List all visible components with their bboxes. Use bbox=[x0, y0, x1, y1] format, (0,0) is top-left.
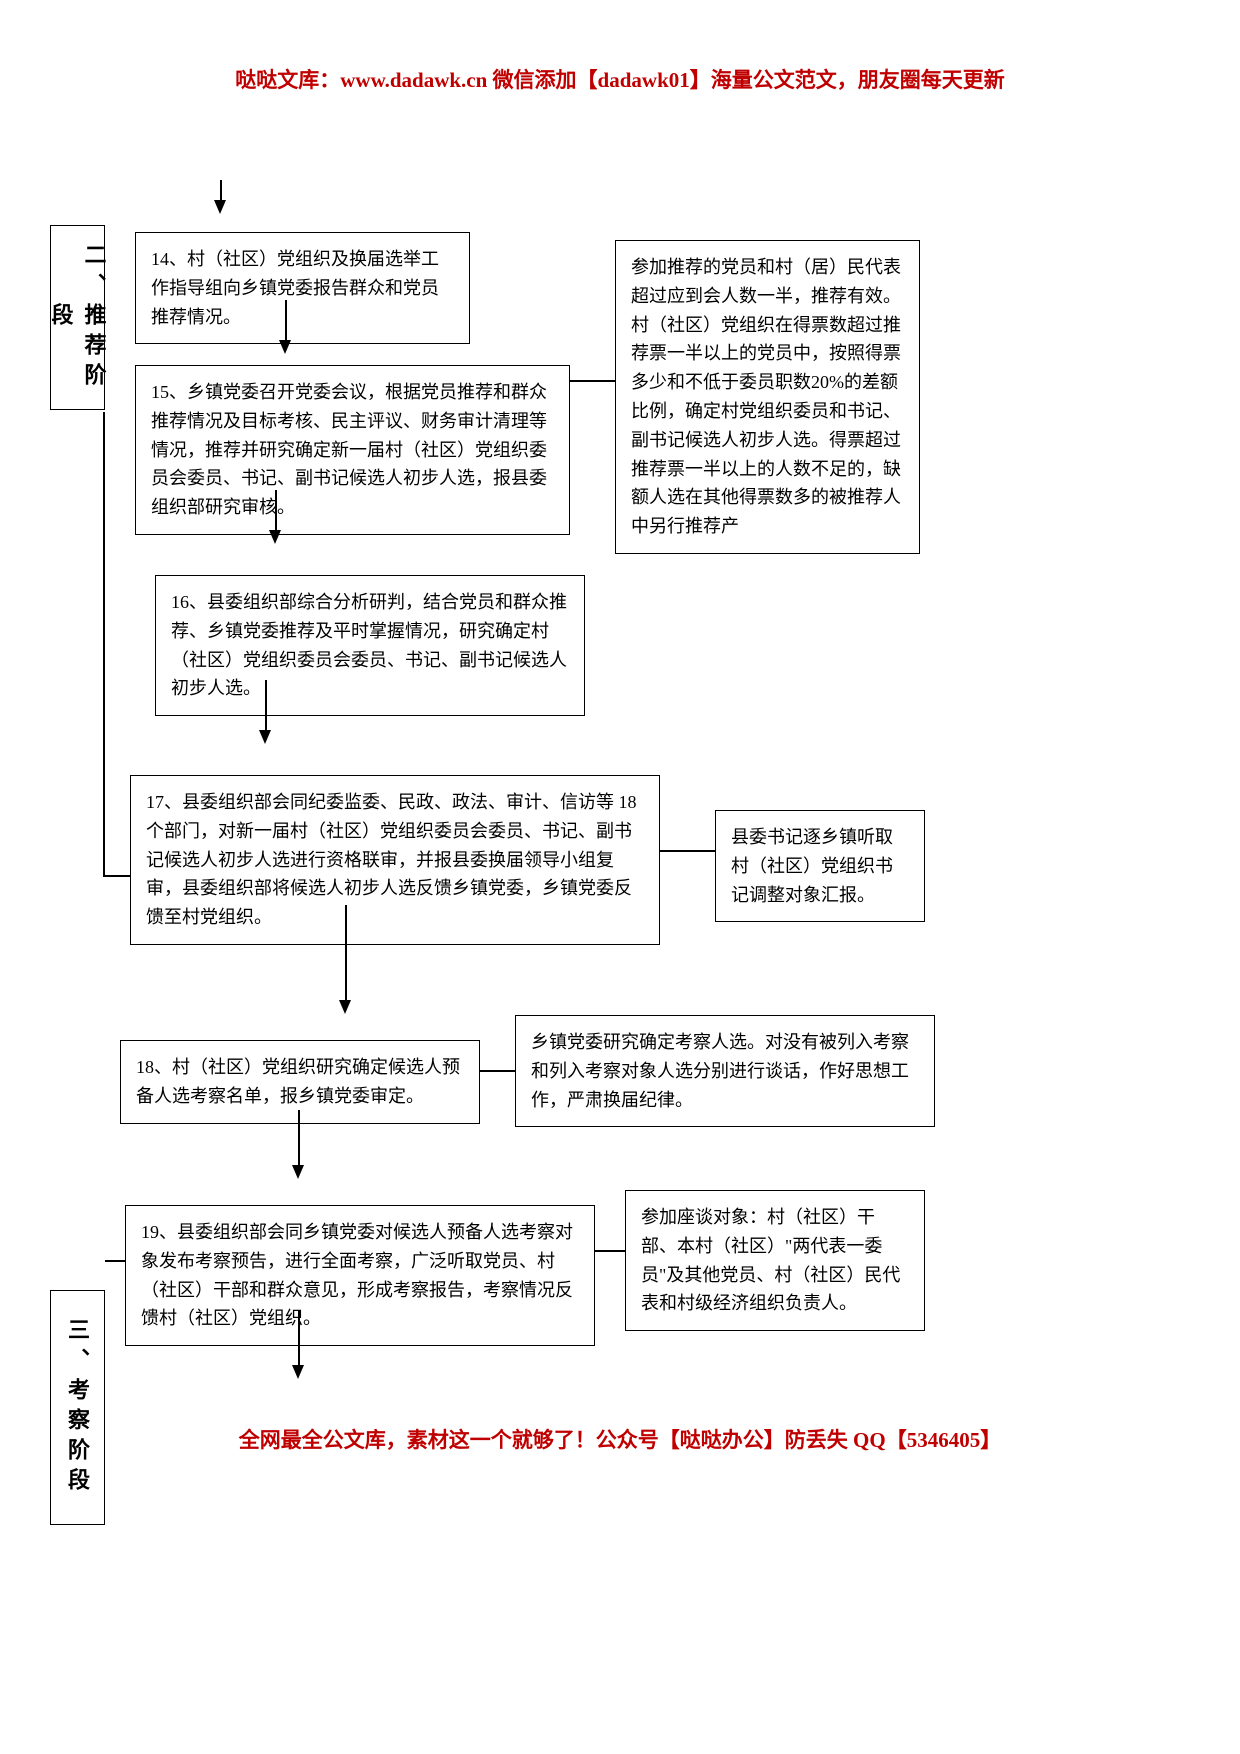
note-18-text: 乡镇党委研究确定考察人选。对没有被列入考察和列入考察对象人选分别进行谈话，作好思… bbox=[531, 1032, 909, 1110]
step-17: 17、县委组织部会同纪委监委、民政、政法、审计、信访等 18 个部门，对新一届村… bbox=[130, 775, 660, 945]
stage-2-label: 二、推荐阶段 bbox=[50, 225, 105, 410]
step-14-text: 14、村（社区）党组织及换届选举工作指导组向乡镇党委报告群众和党员推荐情况。 bbox=[151, 249, 439, 327]
step-18: 18、村（社区）党组织研究确定候选人预备人选考察名单，报乡镇党委审定。 bbox=[120, 1040, 480, 1124]
stage-3-text: 三、考察阶段 bbox=[61, 1318, 94, 1498]
step-19-text: 19、县委组织部会同乡镇党委对候选人预备人选考察对象发布考察预告，进行全面考察，… bbox=[141, 1222, 573, 1328]
step-16: 16、县委组织部综合分析研判，结合党员和群众推荐、乡镇党委推荐及平时掌握情况，研… bbox=[155, 575, 585, 716]
connector-19 bbox=[595, 1250, 625, 1252]
note-19-text: 参加座谈对象：村（社区）干部、本村（社区）"两代表一委员"及其他党员、村（社区）… bbox=[641, 1207, 900, 1313]
step-16-text: 16、县委组织部综合分析研判，结合党员和群众推荐、乡镇党委推荐及平时掌握情况，研… bbox=[171, 592, 567, 698]
stage-3-label: 三、考察阶段 bbox=[50, 1290, 105, 1525]
step-17-text: 17、县委组织部会同纪委监委、民政、政法、审计、信访等 18 个部门，对新一届村… bbox=[146, 792, 637, 927]
note-14-text: 参加推荐的党员和村（居）民代表超过应到会人数一半，推荐有效。村（社区）党组织在得… bbox=[631, 257, 901, 536]
step-15-text: 15、乡镇党委召开党委会议，根据党员推荐和群众推荐情况及目标考核、民主评议、财务… bbox=[151, 382, 547, 517]
page-header: 哒哒文库：www.dadawk.cn 微信添加【dadawk01】海量公文范文，… bbox=[0, 65, 1240, 97]
step-15: 15、乡镇党委召开党委会议，根据党员推荐和群众推荐情况及目标考核、民主评议、财务… bbox=[135, 365, 570, 535]
step-14: 14、村（社区）党组织及换届选举工作指导组向乡镇党委报告群众和党员推荐情况。 bbox=[135, 232, 470, 344]
note-18: 乡镇党委研究确定考察人选。对没有被列入考察和列入考察对象人选分别进行谈话，作好思… bbox=[515, 1015, 935, 1127]
stage-2-text: 二、推荐阶段 bbox=[45, 236, 111, 399]
connector-14 bbox=[570, 380, 615, 382]
connector-17 bbox=[660, 850, 715, 852]
note-17: 县委书记逐乡镇听取村（社区）党组织书记调整对象汇报。 bbox=[715, 810, 925, 922]
step-18-text: 18、村（社区）党组织研究确定候选人预备人选考察名单，报乡镇党委审定。 bbox=[136, 1057, 460, 1106]
note-14: 参加推荐的党员和村（居）民代表超过应到会人数一半，推荐有效。村（社区）党组织在得… bbox=[615, 240, 920, 554]
note-19: 参加座谈对象：村（社区）干部、本村（社区）"两代表一委员"及其他党员、村（社区）… bbox=[625, 1190, 925, 1331]
note-17-text: 县委书记逐乡镇听取村（社区）党组织书记调整对象汇报。 bbox=[731, 827, 893, 905]
step-19: 19、县委组织部会同乡镇党委对候选人预备人选考察对象发布考察预告，进行全面考察，… bbox=[125, 1205, 595, 1346]
page-footer: 全网最全公文库，素材这一个就够了！公众号【哒哒办公】防丢失 QQ【5346405… bbox=[0, 1425, 1240, 1457]
connector-18 bbox=[480, 1070, 515, 1072]
